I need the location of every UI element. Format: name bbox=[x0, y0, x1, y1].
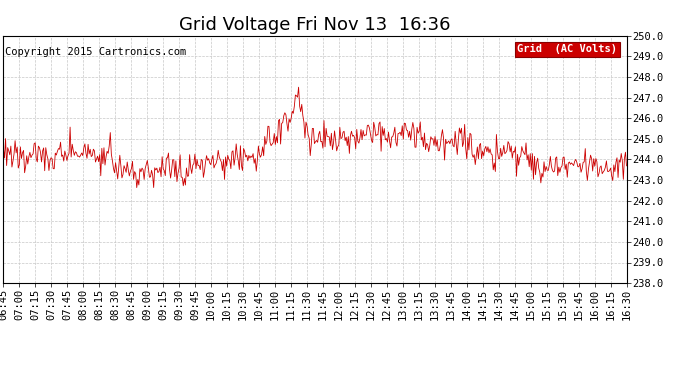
Title: Grid Voltage Fri Nov 13  16:36: Grid Voltage Fri Nov 13 16:36 bbox=[179, 16, 451, 34]
Text: Copyright 2015 Cartronics.com: Copyright 2015 Cartronics.com bbox=[5, 47, 186, 57]
Text: Grid  (AC Volts): Grid (AC Volts) bbox=[518, 44, 617, 54]
